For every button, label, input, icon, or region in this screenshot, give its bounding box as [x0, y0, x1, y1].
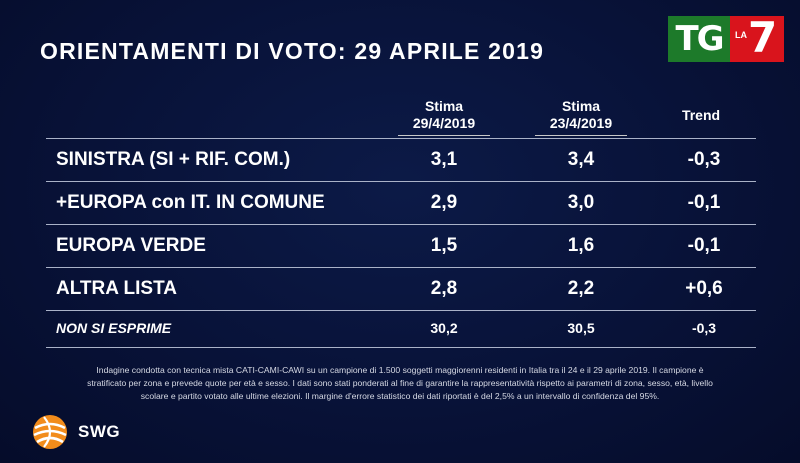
page-title: ORIENTAMENTI DI VOTO: 29 APRILE 2019 — [40, 38, 545, 64]
column-header-date: 23/4/2019 — [535, 115, 627, 136]
footnote-line: stratificato per zona e prevede quote pe… — [87, 378, 713, 388]
row-value-29-4: 3,1 — [430, 149, 458, 170]
tg-logo-text: TG — [675, 19, 724, 59]
poll-table: SINISTRA (SI + RIF. COM.) 3,1 3,4 -0,3 +… — [46, 138, 756, 348]
swg-logo-text: SWG — [78, 422, 121, 441]
swg-globe-icon — [30, 412, 70, 452]
row-label: ALTRA LISTA — [56, 278, 178, 299]
tg-logo-box: TG — [668, 16, 730, 62]
column-header-estimate-23-4: Stima 23/4/2019 — [535, 98, 627, 136]
footnote-line: Indagine condotta con tecnica mista CATI… — [96, 365, 704, 375]
row-value-29-4: 2,9 — [430, 192, 458, 213]
la7-logo-box: LA 7 — [730, 13, 784, 62]
la7-logo-la: LA — [735, 30, 747, 40]
table-row: ALTRA LISTA 2,8 2,2 +0,6 — [46, 267, 756, 310]
swg-logo: SWG — [30, 410, 120, 454]
row-label: SINISTRA (SI + RIF. COM.) — [56, 149, 291, 170]
row-label: +EUROPA con IT. IN COMUNE — [56, 192, 325, 213]
column-header-trend: Trend — [681, 107, 721, 123]
table-row-undecided: NON SI ESPRIME 30,2 30,5 -0,3 — [46, 310, 756, 348]
row-label: NON SI ESPRIME — [56, 320, 172, 336]
tg-la7-logo: TG LA 7 — [668, 13, 786, 64]
column-header-line1: Stima — [561, 98, 601, 114]
table-row: +EUROPA con IT. IN COMUNE 2,9 3,0 -0,1 — [46, 181, 756, 224]
la7-logo-seven: 7 — [748, 13, 778, 62]
row-value-23-4: 30,5 — [567, 320, 595, 336]
table-row: EUROPA VERDE 1,5 1,6 -0,1 — [46, 224, 756, 267]
column-header-date: 29/4/2019 — [398, 115, 490, 136]
column-header-estimate-29-4: Stima 29/4/2019 — [398, 98, 490, 136]
column-header-line1: Stima — [424, 98, 464, 114]
row-trend: +0,6 — [685, 278, 723, 299]
row-value-23-4: 3,4 — [567, 149, 595, 170]
table-row: SINISTRA (SI + RIF. COM.) 3,1 3,4 -0,3 — [46, 138, 756, 181]
methodology-footnote: Indagine condotta con tecnica mista CATI… — [62, 364, 738, 403]
row-trend: -0,1 — [687, 192, 721, 213]
row-value-29-4: 1,5 — [430, 235, 458, 256]
row-value-23-4: 2,2 — [567, 278, 595, 299]
footnote-line: scolare e partito votato alle ultime ele… — [140, 391, 660, 401]
row-trend: -0,3 — [687, 149, 721, 170]
row-value-23-4: 1,6 — [567, 235, 595, 256]
row-trend: -0,3 — [691, 320, 717, 336]
row-label: EUROPA VERDE — [56, 235, 206, 256]
row-value-29-4: 30,2 — [430, 320, 458, 336]
row-value-23-4: 3,0 — [567, 192, 595, 213]
row-value-29-4: 2,8 — [430, 278, 458, 299]
row-trend: -0,1 — [687, 235, 721, 256]
